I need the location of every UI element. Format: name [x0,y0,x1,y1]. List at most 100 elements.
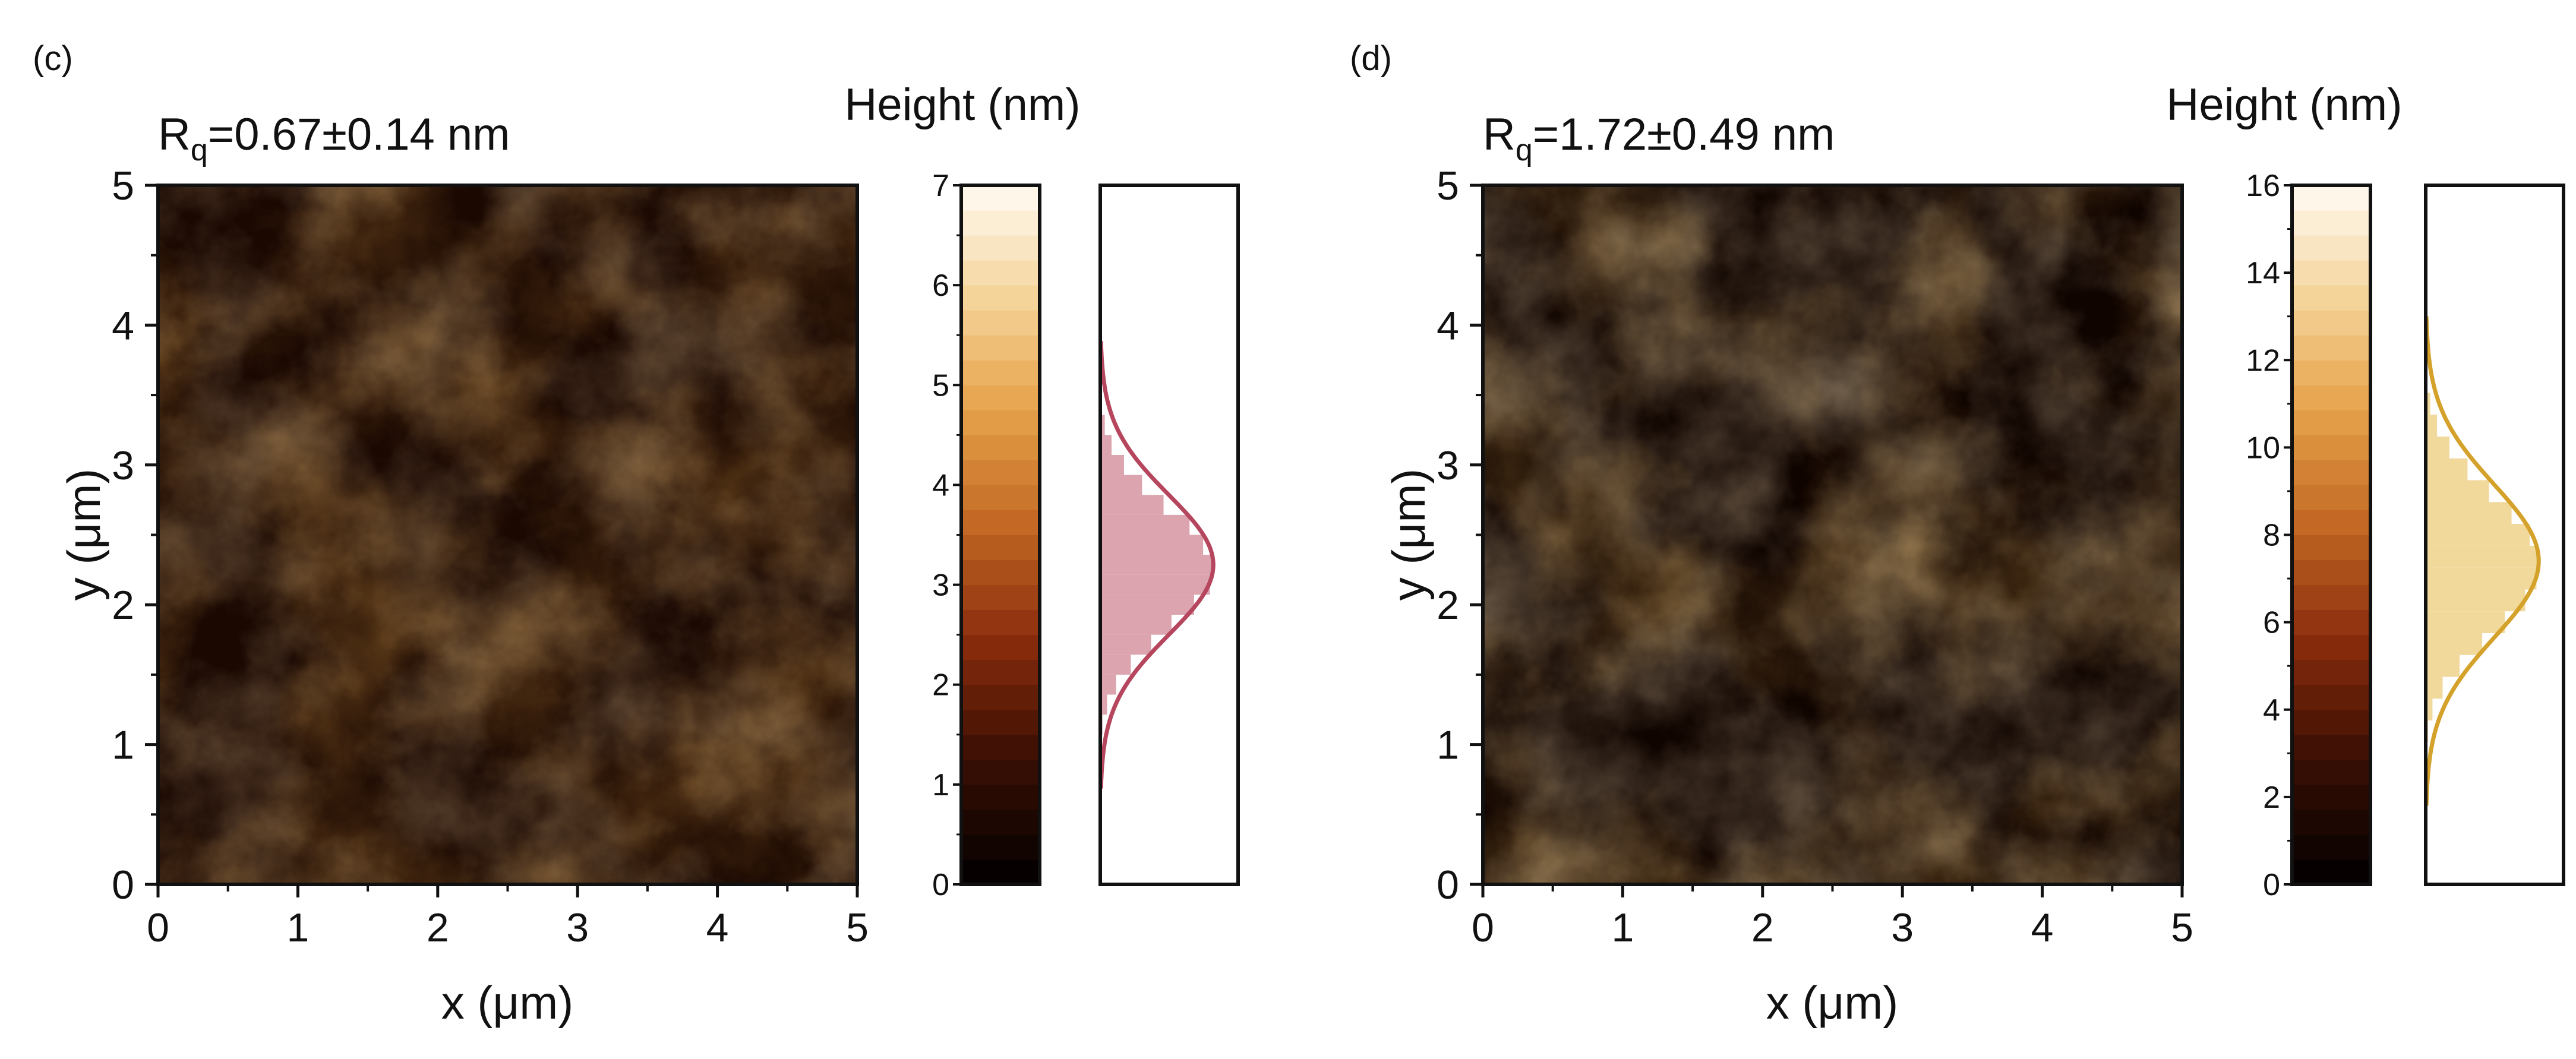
histogram-bar [2426,524,2530,546]
x-tick-label: 5 [2171,905,2193,950]
colorbar-band [961,385,1040,410]
colorbar-band [961,210,1040,236]
panel-label-d: (d) [1350,39,1392,78]
colorbar-band [2292,510,2370,535]
histogram-bar [2426,567,2537,590]
colorbar-band [2292,210,2370,236]
colorbar-label-c: Height (nm) [845,80,1081,130]
colorbar-band [961,360,1040,385]
histogram-bar [2426,393,2430,415]
histogram-bar [1100,435,1112,455]
colorbar-band [2292,709,2370,735]
colorbar-d: 0 2 4 6 8 10 12 14 16 [2246,169,2372,902]
height-distribution-c [1098,184,1240,886]
colorbar-band [2292,859,2370,885]
y-tick-label: 0 [1437,862,1459,908]
colorbar-band [2292,659,2370,685]
y-tick-label: 0 [112,862,134,908]
x-tick-label: 0 [1472,905,1494,950]
axes-c: 0 1 2 3 4 5 0 1 2 3 4 5 [112,163,869,950]
y-tick-label: 3 [112,443,134,488]
histogram-bar [2426,502,2512,524]
colorbar-tick-label: 3 [932,568,949,603]
colorbar-band [2292,360,2370,385]
histogram-bar [2426,480,2489,502]
colorbar-band [961,460,1040,485]
colorbar-band [961,485,1040,510]
histogram-bar [1100,535,1204,555]
colorbar-c: 0 1 2 3 4 5 6 7 [932,169,1041,902]
colorbar-band [2292,535,2370,561]
colorbar-band [961,809,1040,835]
colorbar-band [961,784,1040,810]
colorbar-band [961,185,1040,211]
colorbar-tick-label: 4 [932,468,949,502]
histogram-bar [2426,458,2468,480]
colorbar-tick-label: 6 [932,268,949,303]
colorbar-band [961,584,1040,611]
colorbar-band [2292,285,2370,311]
colorbar-band [2292,310,2370,336]
histogram-bar [2426,436,2449,459]
colorbar-tick-label: 1 [932,768,949,802]
histogram-bar [2426,611,2505,634]
y-tick-label: 2 [112,583,134,628]
colorbar-band [961,310,1040,336]
histogram-bar [2426,677,2443,699]
colorbar-band [2292,734,2370,760]
distribution-frame [2424,184,2565,886]
histogram-bar [1100,595,1194,615]
colorbar-band [961,435,1040,460]
x-tick-label: 4 [2031,905,2054,950]
y-tick-label: 4 [112,303,134,348]
colorbar-band [961,285,1040,311]
roughness-title-d: Rq=1.72±0.49 nm [1483,109,1835,167]
colorbar-tick-label: 7 [932,169,949,203]
colorbar-band [961,559,1040,586]
colorbar-tick-label: 0 [2263,868,2280,902]
histogram-bar [2426,415,2438,437]
colorbar-band [961,709,1040,735]
histogram-bar [1100,495,1164,515]
colorbar-label-d: Height (nm) [2167,80,2403,130]
colorbar-tick-label: 2 [2263,780,2280,815]
colorbar-band [961,535,1040,561]
y-tick-label: 1 [112,723,134,768]
x-tick-label: 5 [846,905,869,950]
x-axis-label-c: x (μm) [441,976,574,1029]
x-tick-label: 0 [147,905,169,950]
colorbar-band [961,609,1040,636]
panel-label-c: (c) [33,39,73,78]
histogram-bar [1100,454,1124,475]
histogram-bar [1100,555,1214,575]
colorbar-band [2292,260,2370,286]
colorbar-band [2292,759,2370,785]
colorbar-band [961,734,1040,760]
x-tick-label: 3 [566,905,589,950]
histogram-bar [1100,574,1210,595]
colorbar-tick-label: 5 [932,368,949,403]
distribution-frame [1098,184,1240,886]
colorbar-tick-label: 8 [2263,519,2280,553]
colorbar-band [2292,684,2370,710]
colorbar-tick-label: 0 [932,868,949,902]
colorbar-band [961,634,1040,660]
afm-map-c [158,185,857,884]
colorbar-band [961,834,1040,860]
y-axis-label-d: y (μm) [1382,469,1435,601]
histogram-bar [2426,633,2483,655]
colorbar-tick-label: 16 [2246,169,2280,203]
colorbar-band [2292,834,2370,860]
colorbar-tick-label: 14 [2246,256,2280,290]
histogram-bar [1100,634,1151,655]
y-tick-label: 5 [112,163,134,208]
y-tick-label: 3 [1437,443,1459,488]
colorbar-band [2292,185,2370,211]
colorbar-tick-label: 12 [2246,343,2280,378]
y-tick-label: 5 [1437,163,1459,208]
histogram-bar [2426,589,2526,612]
gaussian-fit-curve [1098,341,1216,789]
